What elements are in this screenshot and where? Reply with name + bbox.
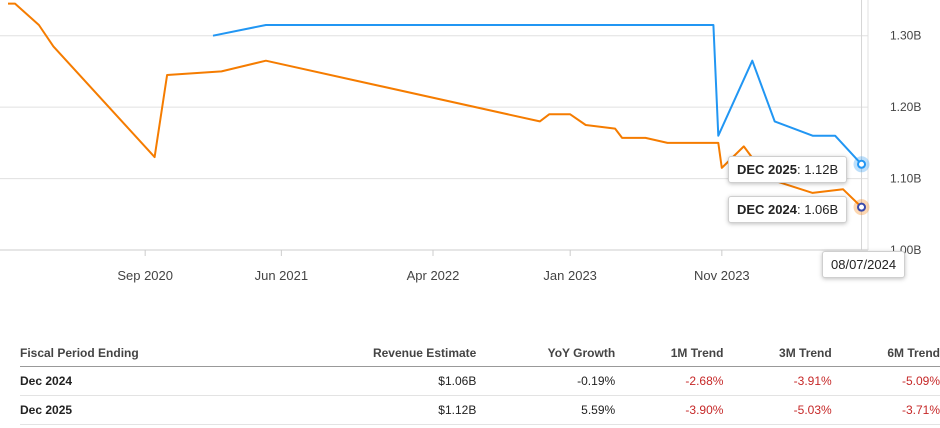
y-tick-label: 1.20B [890,100,921,114]
cell-yoy: -0.19% [476,366,616,396]
x-tick-label: Nov 2023 [694,268,750,283]
crosshair-date-label: 08/07/2024 [822,251,906,278]
table-header-row: Fiscal Period Ending Revenue Estimate Yo… [20,340,940,367]
tooltip-colon: : [796,162,805,177]
tooltip-colon: : [796,202,805,217]
table-row: Dec 2025 $1.12B 5.59% -3.90% -5.03% -3.7… [20,395,940,425]
cell-yoy: 5.59% [476,395,616,425]
x-tick-label: Sep 2020 [117,268,173,283]
x-tick-label: Apr 2022 [407,268,460,283]
tooltip-dec-2024-label: DEC 2024 [737,202,797,217]
tooltip-dec-2025-label: DEC 2025 [737,162,797,177]
y-tick-label: 1.10B [890,172,921,186]
cell-revenue: $1.12B [263,395,477,425]
marker-point-dec2024 [857,202,867,212]
hover-markers [853,0,870,250]
cell-1m: -2.68% [615,366,724,396]
header-1m-trend: 1M Trend [615,340,724,367]
y-tick-label: 1.30B [890,29,921,43]
revenue-estimate-chart: Sep 2020 Jun 2021 Apr 2022 Jan 2023 Nov 2023… [0,0,921,283]
tooltip-dec-2024-value: 1.06B [804,202,839,217]
x-axis: Sep 2020 Jun 2021 Apr 2022 Jan 2023 Nov 2023 [117,250,750,283]
cell-6m: -3.71% [831,395,940,425]
tooltip-dec-2025-value: 1.12B [804,162,839,177]
cell-3m: -5.03% [723,395,832,425]
header-3m-trend: 3M Trend [723,340,832,367]
tooltip-dec-2024: DEC 2024: 1.06B [728,196,848,223]
header-yoy-growth: YoY Growth [476,340,616,367]
cell-1m: -3.90% [615,395,724,425]
header-fiscal-period: Fiscal Period Ending [20,340,264,367]
cell-3m: -3.91% [723,366,832,396]
cell-period: Dec 2024 [20,366,264,396]
tooltip-dec-2025: DEC 2025: 1.12B [728,156,848,183]
series-line-dec2025 [212,24,863,165]
header-6m-trend: 6M Trend [831,340,940,367]
header-revenue-estimate: Revenue Estimate [263,340,477,367]
marker-point-dec2025 [857,159,867,169]
x-tick-label: Jun 2021 [255,268,309,283]
cell-revenue: $1.06B [263,366,477,396]
revenue-estimates-table: Fiscal Period Ending Revenue Estimate Yo… [20,340,940,425]
table-row: Dec 2024 $1.06B -0.19% -2.68% -3.91% -5.… [20,366,940,396]
cell-6m: -5.09% [831,366,940,396]
x-tick-label: Jan 2023 [543,268,597,283]
crosshair-date-text: 08/07/2024 [831,257,897,272]
cell-period: Dec 2025 [20,395,264,425]
